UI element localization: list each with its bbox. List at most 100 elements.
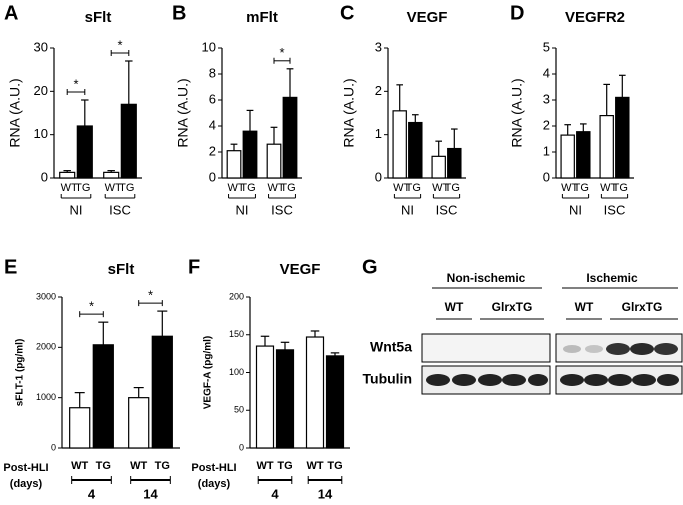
blot-group-label: Non-ischemic (447, 271, 526, 285)
group-label: 14 (318, 486, 333, 501)
panel-letter: B (172, 2, 186, 24)
x-tick-label: TG (96, 460, 111, 472)
bar (76, 125, 93, 179)
y-tick-label: 6 (209, 91, 216, 106)
x-tick-label: WT (61, 182, 78, 194)
y-axis-label: RNA (A.U.) (7, 78, 23, 147)
blot-image (421, 333, 551, 363)
y-tick-label: 10 (202, 39, 216, 54)
blot-row-label: Wnt5a (370, 339, 412, 355)
bar (59, 171, 76, 179)
y-tick-label: 3000 (36, 291, 56, 301)
x-tick-label: TG (240, 182, 255, 194)
blot-band (608, 374, 632, 386)
blot-band (563, 345, 581, 353)
y-tick-label: 4 (209, 117, 216, 132)
bar (69, 407, 91, 449)
y-tick-label: 2000 (36, 342, 56, 352)
x-axis-label: Post-HLI (3, 462, 48, 474)
x-tick-label: WT (561, 182, 578, 194)
chart-title: sFlt (108, 261, 135, 278)
y-tick-label: 2 (209, 143, 216, 158)
bar (120, 103, 137, 179)
y-tick-label: 0 (543, 169, 550, 184)
y-axis-label: RNA (A.U.) (341, 78, 357, 147)
significance-label: * (117, 37, 122, 52)
y-axis-label: RNA (A.U.) (509, 78, 525, 147)
blot-band (502, 374, 526, 386)
y-tick-label: 0 (51, 442, 56, 452)
panel-letter: E (4, 256, 17, 278)
group-label: ISC (436, 202, 458, 217)
y-tick-label: 0 (239, 442, 244, 452)
y-tick-label: 3 (543, 91, 550, 106)
x-tick-label: TG (445, 182, 460, 194)
y-tick-label: 5 (543, 39, 550, 54)
group-label: NI (569, 202, 582, 217)
bar (151, 335, 173, 449)
x-tick-label: WT (600, 182, 617, 194)
y-tick-label: 0 (375, 169, 382, 184)
y-tick-label: 2 (375, 83, 382, 98)
bar (408, 121, 423, 179)
bar (615, 96, 630, 179)
x-tick-label: TG (155, 460, 170, 472)
y-tick-label: 1 (543, 143, 550, 158)
group-label: ISC (271, 202, 293, 217)
x-tick-label: WT (267, 182, 284, 194)
blot-row-label: Tubulin (363, 371, 413, 387)
y-tick-label: 100 (229, 367, 244, 377)
group-label: ISC (109, 202, 131, 217)
chart-title: sFlt (85, 9, 112, 26)
y-tick-label: 200 (229, 291, 244, 301)
bar (431, 155, 446, 179)
blot-band (657, 374, 679, 386)
bar (305, 336, 325, 449)
group-label: 4 (88, 486, 96, 501)
bar (599, 114, 614, 179)
x-tick-label: TG (613, 182, 628, 194)
bar (275, 349, 295, 449)
x-axis-label: Post-HLI (191, 462, 236, 474)
y-tick-label: 150 (229, 329, 244, 339)
x-axis-label: (days) (198, 478, 231, 490)
y-axis-label: RNA (A.U.) (175, 78, 191, 147)
y-axis-label: sFLT-1 (pg/ml) (15, 339, 26, 407)
y-tick-label: 3 (375, 39, 382, 54)
significance-label: * (89, 299, 94, 314)
y-tick-label: 4 (543, 65, 550, 80)
x-tick-label: TG (75, 182, 90, 194)
x-tick-label: TG (280, 182, 295, 194)
y-tick-label: 30 (34, 39, 48, 54)
x-axis-label: (days) (10, 478, 43, 490)
y-tick-label: 8 (209, 65, 216, 80)
y-tick-label: 0 (209, 169, 216, 184)
x-tick-label: WT (393, 182, 410, 194)
blot-lane-label: GlrxTG (622, 300, 663, 314)
blot-band (606, 343, 630, 355)
bar (92, 344, 114, 449)
x-tick-label: TG (277, 460, 292, 472)
bar (128, 397, 150, 449)
chart-title: mFlt (246, 9, 278, 26)
bar (226, 150, 242, 179)
bar (447, 147, 462, 179)
x-tick-label: WT (71, 460, 88, 472)
x-tick-label: TG (327, 460, 342, 472)
bar (103, 171, 120, 179)
bar (282, 96, 298, 179)
panel-letter: G (362, 256, 378, 278)
bar (325, 355, 345, 449)
blot-band (560, 374, 584, 386)
x-tick-label: WT (130, 460, 147, 472)
y-tick-label: 1000 (36, 392, 56, 402)
y-tick-label: 10 (34, 126, 48, 141)
x-tick-label: WT (306, 460, 323, 472)
bar (266, 143, 282, 179)
x-tick-label: TG (119, 182, 134, 194)
chart-panel: F VEGF VEGF-A (pg/ml) 0 50 100 150 200 WT TG WT TG 4… (188, 256, 350, 501)
